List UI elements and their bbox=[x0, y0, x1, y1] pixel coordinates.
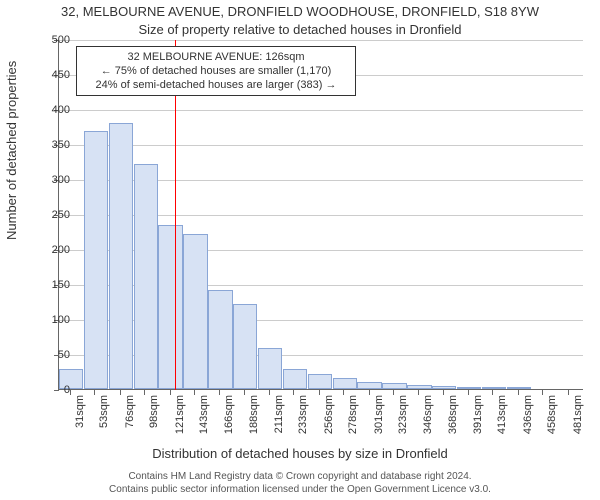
xtick-mark bbox=[120, 390, 121, 395]
ytick-label: 350 bbox=[30, 140, 70, 151]
chart-title-line1: 32, MELBOURNE AVENUE, DRONFIELD WOODHOUS… bbox=[0, 4, 600, 19]
ytick-label: 250 bbox=[30, 210, 70, 221]
xtick-mark bbox=[70, 390, 71, 395]
histogram-bar bbox=[482, 387, 506, 389]
xtick-mark bbox=[269, 390, 270, 395]
xtick-mark bbox=[343, 390, 344, 395]
xtick-mark bbox=[219, 390, 220, 395]
histogram-bar bbox=[158, 225, 182, 390]
annotation-line1: 32 MELBOURNE AVENUE: 126sqm bbox=[83, 50, 349, 64]
histogram-bar bbox=[507, 387, 531, 389]
ytick-label: 50 bbox=[30, 350, 70, 361]
histogram-bar bbox=[109, 123, 133, 389]
annotation-line2: ← 75% of detached houses are smaller (1,… bbox=[83, 64, 349, 78]
chart-title-line2: Size of property relative to detached ho… bbox=[0, 22, 600, 37]
ytick-label: 450 bbox=[30, 70, 70, 81]
page-root: 32, MELBOURNE AVENUE, DRONFIELD WOODHOUS… bbox=[0, 0, 600, 500]
ytick-label: 500 bbox=[30, 35, 70, 46]
ytick-label: 300 bbox=[30, 175, 70, 186]
xtick-mark bbox=[568, 390, 569, 395]
histogram-bar bbox=[183, 234, 207, 389]
histogram-bar bbox=[407, 385, 431, 389]
footer-line2: Contains public sector information licen… bbox=[0, 483, 600, 496]
xtick-mark bbox=[418, 390, 419, 395]
xtick-mark bbox=[170, 390, 171, 395]
histogram-bar bbox=[357, 382, 381, 389]
x-axis-label: Distribution of detached houses by size … bbox=[0, 446, 600, 461]
xtick-mark bbox=[443, 390, 444, 395]
y-axis-label: Number of detached properties bbox=[4, 61, 19, 240]
xtick-mark bbox=[244, 390, 245, 395]
xtick-mark bbox=[144, 390, 145, 395]
xtick-mark bbox=[319, 390, 320, 395]
footer-line1: Contains HM Land Registry data © Crown c… bbox=[0, 470, 600, 483]
xtick-mark bbox=[468, 390, 469, 395]
xtick-mark bbox=[393, 390, 394, 395]
xtick-mark bbox=[369, 390, 370, 395]
xtick-mark bbox=[542, 390, 543, 395]
ytick-label: 150 bbox=[30, 280, 70, 291]
histogram-bar bbox=[457, 387, 481, 389]
histogram-bar bbox=[382, 383, 406, 389]
histogram-bar bbox=[84, 131, 108, 389]
histogram-bar bbox=[233, 304, 257, 389]
xtick-mark bbox=[94, 390, 95, 395]
histogram-bar bbox=[134, 164, 158, 389]
histogram-bar bbox=[258, 348, 282, 389]
xtick-mark bbox=[492, 390, 493, 395]
annotation-box: 32 MELBOURNE AVENUE: 126sqm ← 75% of det… bbox=[76, 46, 356, 96]
histogram-bar bbox=[308, 374, 332, 389]
histogram-bar bbox=[432, 386, 456, 389]
ytick-label: 100 bbox=[30, 315, 70, 326]
histogram-bar bbox=[283, 369, 307, 389]
xtick-mark bbox=[518, 390, 519, 395]
ytick-label: 400 bbox=[30, 105, 70, 116]
histogram-bar bbox=[333, 378, 357, 389]
footer: Contains HM Land Registry data © Crown c… bbox=[0, 470, 600, 496]
xtick-mark bbox=[194, 390, 195, 395]
ytick-label: 0 bbox=[30, 385, 70, 396]
histogram-bar bbox=[208, 290, 232, 389]
xtick-mark bbox=[293, 390, 294, 395]
annotation-line3: 24% of semi-detached houses are larger (… bbox=[83, 78, 349, 92]
ytick-label: 200 bbox=[30, 245, 70, 256]
